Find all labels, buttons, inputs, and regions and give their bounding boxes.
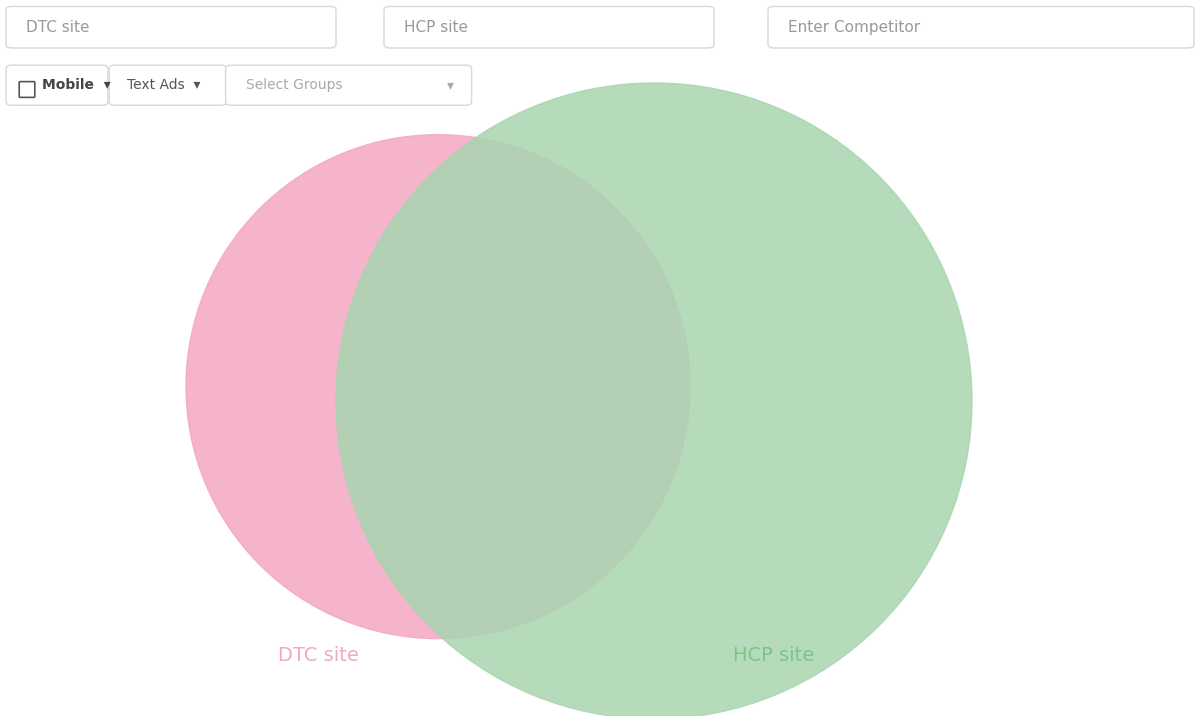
- Ellipse shape: [336, 83, 972, 716]
- Text: ▾: ▾: [446, 78, 454, 92]
- FancyBboxPatch shape: [6, 65, 108, 105]
- Text: Text Ads  ▾: Text Ads ▾: [127, 78, 200, 92]
- FancyBboxPatch shape: [6, 6, 336, 48]
- Text: DTC site: DTC site: [277, 646, 359, 664]
- FancyBboxPatch shape: [226, 65, 472, 105]
- Text: Select Groups: Select Groups: [246, 78, 343, 92]
- Text: HCP site: HCP site: [404, 20, 468, 34]
- Text: HCP site: HCP site: [733, 646, 815, 664]
- Text: Enter Competitor: Enter Competitor: [788, 20, 920, 34]
- FancyBboxPatch shape: [384, 6, 714, 48]
- Text: DTC site: DTC site: [26, 20, 90, 34]
- FancyBboxPatch shape: [19, 82, 35, 97]
- Text: Mobile  ▾: Mobile ▾: [42, 78, 110, 92]
- FancyBboxPatch shape: [768, 6, 1194, 48]
- Ellipse shape: [186, 135, 690, 639]
- FancyBboxPatch shape: [109, 65, 227, 105]
